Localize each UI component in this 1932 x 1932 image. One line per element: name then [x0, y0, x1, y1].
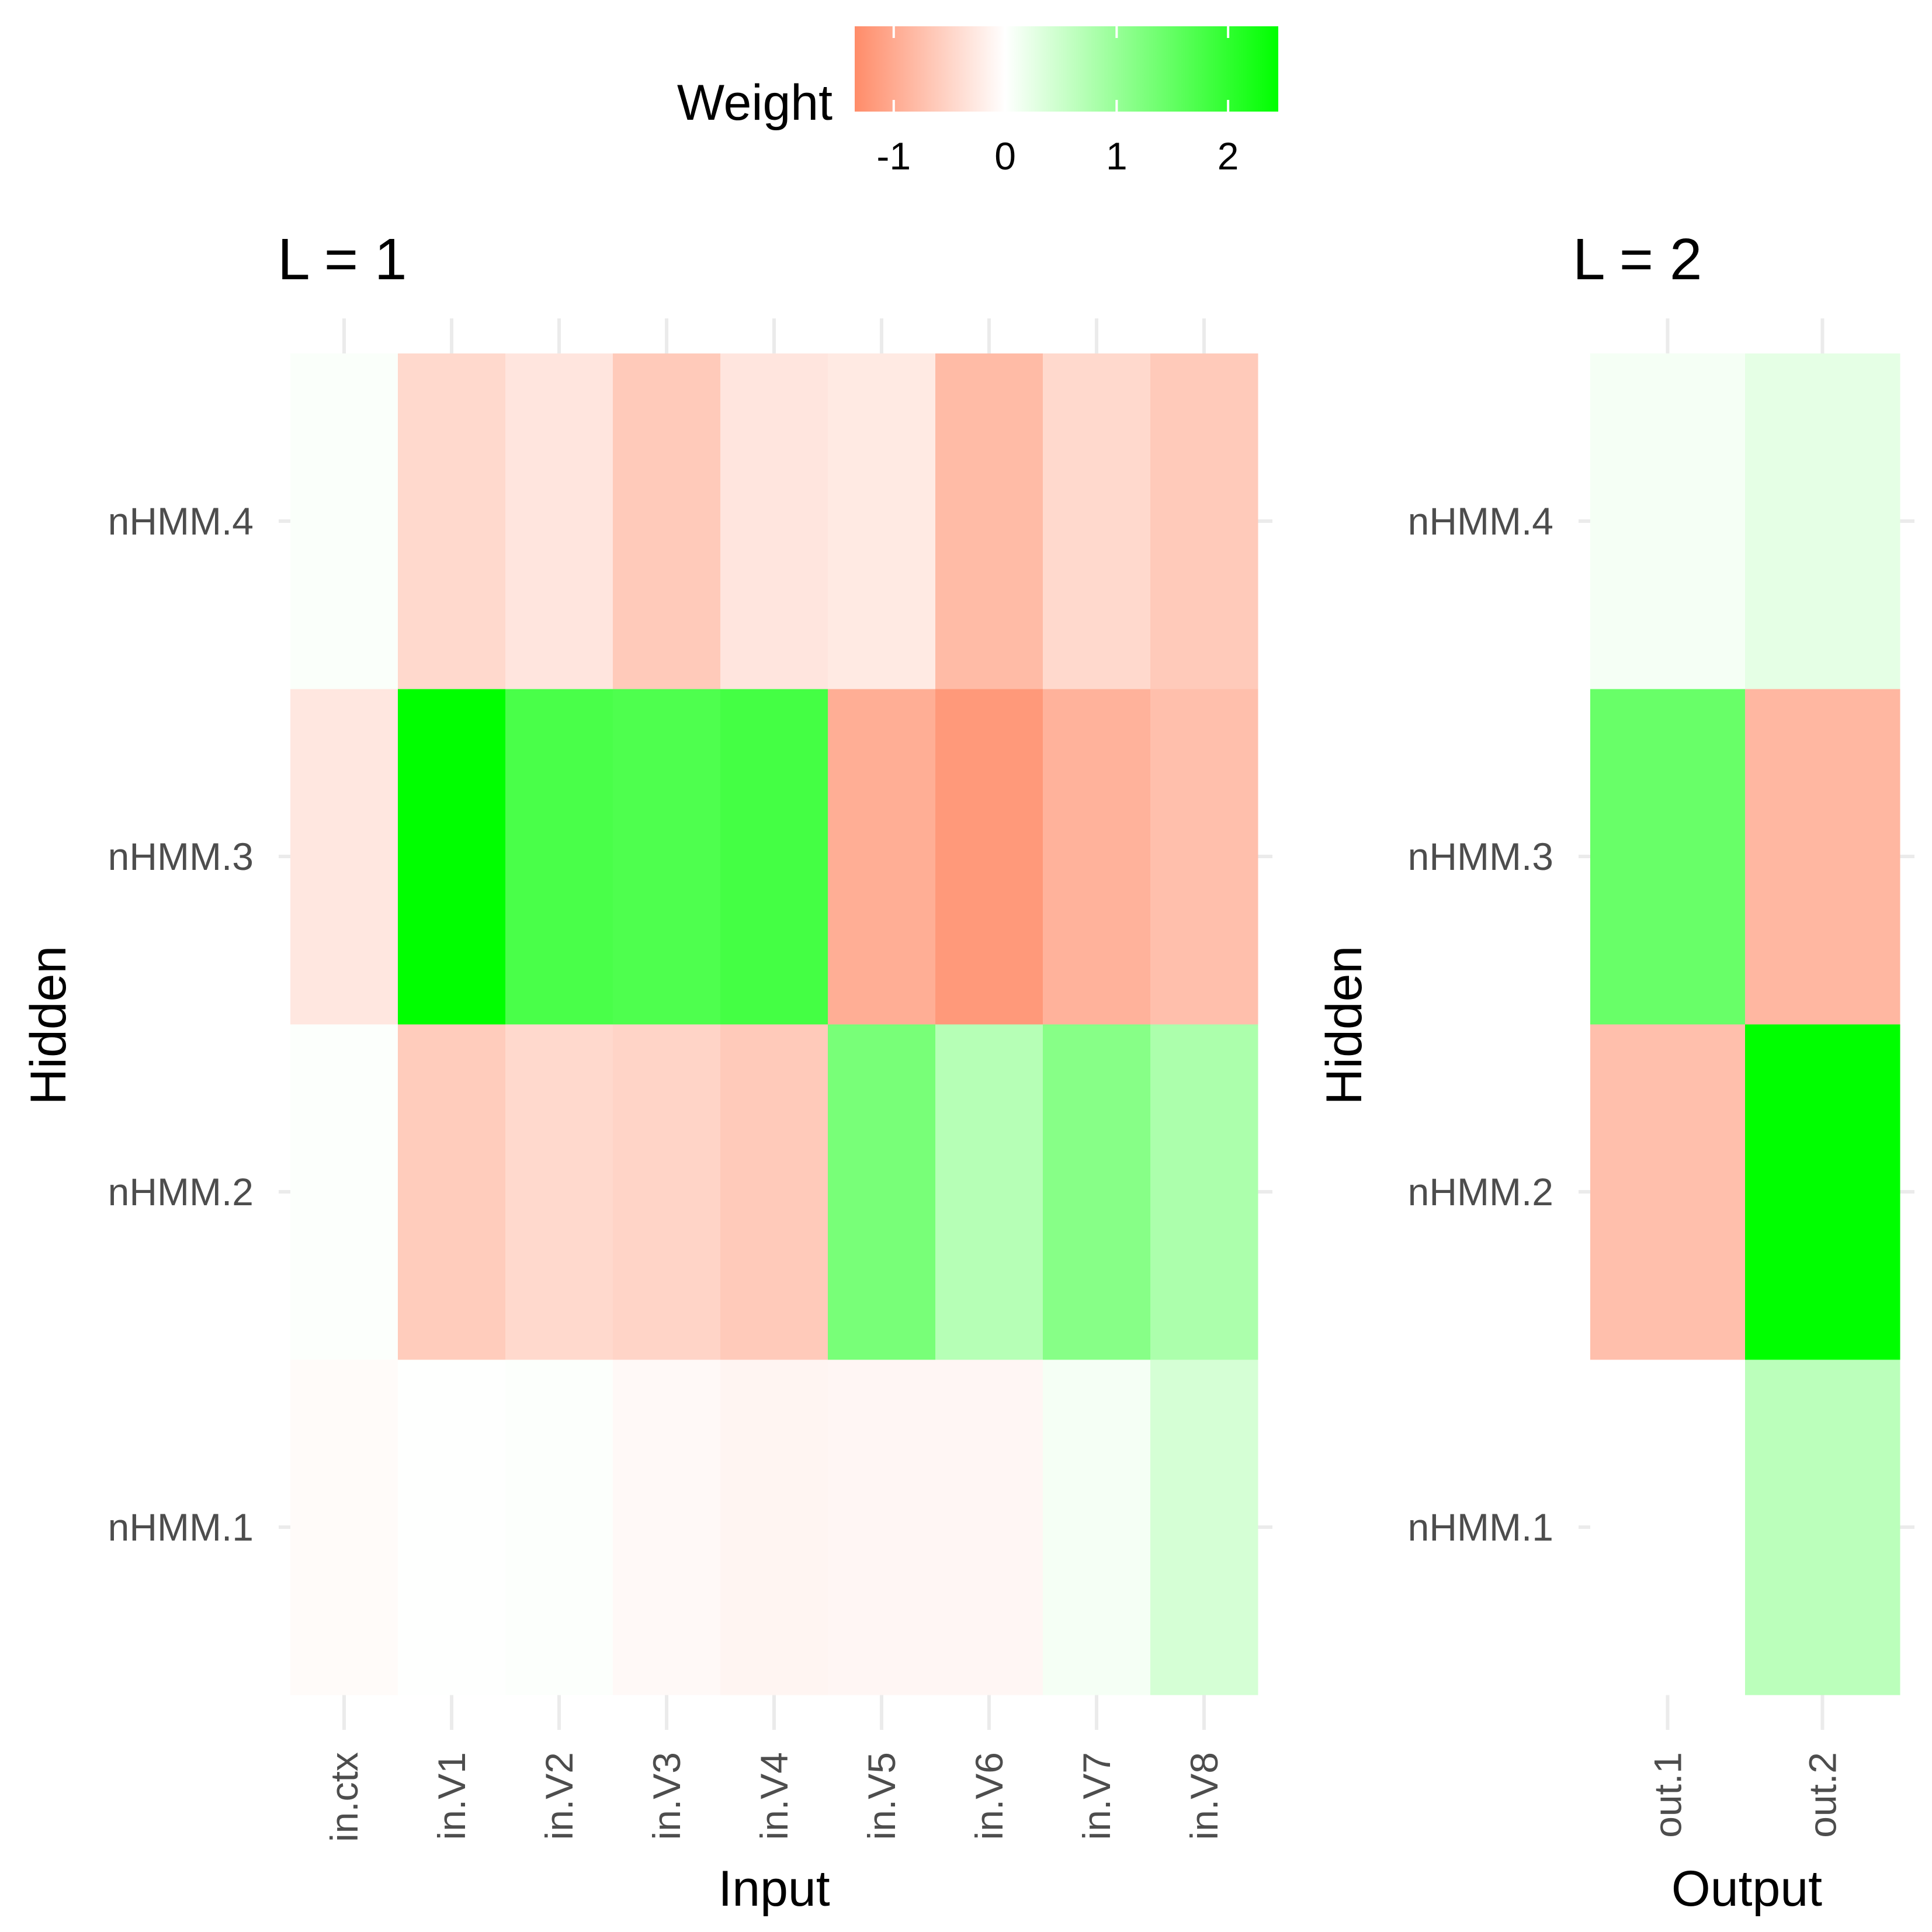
heatmap-cell: [613, 1359, 721, 1695]
y-tick-label: nHMM.4: [1408, 500, 1553, 543]
heatmap-cell: [1043, 353, 1151, 689]
heatmap-cell: [505, 1024, 613, 1360]
y-tick-label: nHMM.1: [108, 1506, 254, 1549]
heatmap-cell: [1150, 1024, 1258, 1360]
heatmap-cell: [505, 353, 613, 689]
heatmap-cell: [720, 353, 828, 689]
y-tick-label: nHMM.3: [108, 835, 254, 878]
heatmap-cell: [828, 353, 936, 689]
heatmap-cell: [1043, 689, 1151, 1025]
heatmap-cell: [1150, 689, 1258, 1025]
legend-tick-label: 0: [994, 134, 1016, 178]
heatmap-cell: [1150, 1359, 1258, 1695]
x-tick-label: in.V4: [752, 1752, 796, 1840]
heatmap-cell: [505, 689, 613, 1025]
legend-colorbar: [855, 26, 1278, 112]
heatmap-cell: [398, 1024, 506, 1360]
heatmap-cell: [828, 1359, 936, 1695]
heatmap-cell: [398, 353, 506, 689]
heatmap-cell: [398, 689, 506, 1025]
heatmap-cell: [720, 1024, 828, 1360]
panel-l1-x-ticks: in.ctx in.V1 in.V2 in.V3 in.V4 in.V5 in.V6 in.V…: [322, 1752, 1226, 1842]
heatmap-cell: [720, 1359, 828, 1695]
legend-tick-label: 2: [1218, 134, 1239, 178]
heatmap-cell: [1745, 689, 1900, 1025]
heatmap-cell: [1590, 689, 1746, 1025]
heatmap-cell: [613, 1024, 721, 1360]
heatmap-cell: [935, 1024, 1043, 1360]
x-tick-label: in.V1: [430, 1752, 473, 1840]
heatmap-cell: [1745, 1024, 1900, 1360]
x-tick-label: in.V3: [645, 1752, 688, 1840]
x-tick-label: in.ctx: [322, 1752, 366, 1842]
x-tick-label: in.V6: [967, 1752, 1011, 1840]
heatmap-cell: [1590, 1359, 1746, 1695]
heatmap-cell: [720, 689, 828, 1025]
heatmap-cell: [1590, 1024, 1746, 1360]
panel-l2-y-ticks: nHMM.1 nHMM.2 nHMM.3 nHMM.4: [1408, 500, 1553, 1549]
y-tick-label: nHMM.1: [1408, 1506, 1553, 1549]
panel-l1-x-axis-title: Input: [718, 1861, 830, 1917]
heatmap-cell: [290, 1024, 398, 1360]
x-tick-label: out.1: [1646, 1752, 1690, 1838]
panel-l1-y-axis-title: Hidden: [20, 946, 77, 1105]
x-tick-label: out.2: [1801, 1752, 1844, 1838]
panel-l1-cells: [290, 353, 1258, 1695]
panel-l2-y-axis-title: Hidden: [1316, 946, 1372, 1105]
x-tick-label: in.V5: [860, 1752, 903, 1840]
heatmap-cell: [290, 689, 398, 1025]
heatmap-cell: [613, 689, 721, 1025]
panel-l1-y-ticks: nHMM.1 nHMM.2 nHMM.3 nHMM.4: [108, 500, 254, 1549]
heatmap-cell: [1745, 353, 1900, 689]
heatmap-cell: [935, 353, 1043, 689]
legend-tick-label: 1: [1106, 134, 1128, 178]
heatmap-cell: [290, 353, 398, 689]
heatmap-cell: [1745, 1359, 1900, 1695]
panel-l2-cells: [1590, 353, 1900, 1695]
heatmap-cell: [398, 1359, 506, 1695]
heatmap-cell: [828, 1024, 936, 1360]
heatmap-cell: [505, 1359, 613, 1695]
y-tick-label: nHMM.4: [108, 500, 254, 543]
y-tick-label: nHMM.3: [1408, 835, 1553, 878]
heatmap-cell: [935, 689, 1043, 1025]
x-tick-label: in.V2: [537, 1752, 581, 1840]
legend-tick-label: -1: [876, 134, 911, 178]
panel-l1-title: L = 1: [278, 227, 407, 292]
legend-title: Weight: [677, 75, 833, 131]
heatmap-cell: [935, 1359, 1043, 1695]
heatmap-cell: [290, 1359, 398, 1695]
y-tick-label: nHMM.2: [108, 1170, 254, 1213]
heatmap-cell: [1150, 353, 1258, 689]
panel-l2-x-axis-title: Output: [1671, 1861, 1822, 1917]
x-tick-label: in.V8: [1182, 1752, 1226, 1840]
heatmap-cell: [828, 689, 936, 1025]
heatmap-cell: [1043, 1359, 1151, 1695]
y-tick-label: nHMM.2: [1408, 1170, 1553, 1213]
heatmap-cell: [1590, 353, 1746, 689]
x-tick-label: in.V7: [1075, 1752, 1118, 1840]
heatmap-cell: [1043, 1024, 1151, 1360]
panel-l2-title: L = 2: [1573, 227, 1702, 292]
panel-l2-x-ticks: out.1 out.2: [1646, 1752, 1844, 1838]
heatmap-cell: [613, 353, 721, 689]
legend-ticks: -1 0 1 2: [876, 26, 1239, 178]
legend: Weight -1 0 1 2: [677, 26, 1278, 178]
